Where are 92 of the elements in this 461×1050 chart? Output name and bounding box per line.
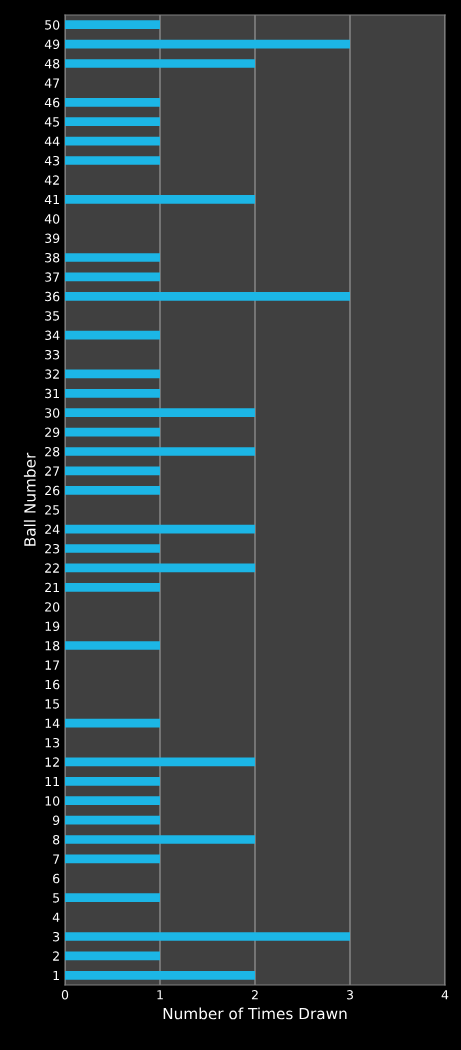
y-tick-label: 2	[53, 951, 59, 961]
y-tick-label: 31	[45, 388, 59, 399]
y-tick-label: 5	[53, 893, 60, 903]
y-tick-label: 49	[44, 39, 60, 50]
y-tick-label: 28	[45, 446, 60, 457]
bar	[65, 369, 160, 379]
y-tick-label: 27	[45, 466, 60, 476]
y-tick-label: 45	[44, 117, 60, 127]
bar	[65, 485, 160, 495]
y-tick-label: 14	[45, 718, 60, 728]
bar	[65, 427, 160, 437]
bar	[65, 563, 255, 573]
x-tick-label: 3	[346, 990, 353, 1000]
y-tick-label: 3	[53, 931, 60, 942]
y-tick-label: 37	[45, 272, 60, 282]
bar	[65, 776, 160, 786]
y-tick-label: 30	[45, 408, 60, 418]
y-tick-label: 11	[45, 776, 59, 787]
y-tick-label: 29	[45, 427, 60, 438]
bar	[65, 59, 255, 68]
y-tick-label: 18	[45, 640, 60, 651]
y-tick-label: 15	[45, 699, 60, 709]
bar	[65, 582, 160, 592]
bar	[65, 253, 160, 262]
bar	[65, 835, 255, 844]
y-tick-label: 33	[45, 349, 60, 360]
bar	[65, 97, 160, 107]
y-tick-label: 1	[53, 970, 59, 981]
x-tick-label: 1	[157, 990, 163, 1000]
bar	[65, 796, 160, 806]
y-tick-label: 38	[45, 252, 60, 263]
y-tick-label: 10	[45, 796, 60, 806]
bar	[65, 388, 160, 398]
bar	[65, 544, 160, 553]
bar	[65, 156, 160, 165]
y-tick-label: 19	[45, 621, 60, 632]
bar	[65, 932, 350, 941]
bar	[65, 408, 255, 418]
y-tick-label: 41	[44, 194, 59, 205]
y-tick-label: 8	[53, 834, 60, 845]
y-tick-label: 7	[53, 854, 60, 864]
y-tick-label: 4	[52, 912, 60, 922]
y-tick-label: 40	[44, 214, 60, 224]
y-tick-label: 23	[45, 543, 60, 554]
y-tick-label: 42	[44, 175, 59, 185]
y-tick-label: 6	[53, 873, 60, 884]
y-axis-title: Ball Number	[23, 452, 36, 546]
bar	[65, 854, 160, 864]
bar	[65, 272, 160, 282]
bar	[65, 718, 160, 728]
y-tick-label: 34	[45, 330, 60, 341]
y-tick-label: 44	[44, 136, 60, 146]
bar	[65, 117, 160, 127]
bar	[65, 815, 160, 825]
bar	[65, 447, 255, 456]
bar	[65, 951, 160, 961]
bar	[65, 893, 160, 903]
y-tick-label: 9	[52, 815, 60, 826]
bar	[65, 757, 255, 767]
y-tick-label: 16	[45, 679, 60, 690]
bar	[65, 39, 350, 49]
y-tick-label: 43	[44, 155, 60, 166]
bar	[65, 970, 255, 980]
y-tick-label: 12	[45, 757, 59, 767]
bar	[65, 641, 160, 650]
y-tick-label: 21	[45, 582, 59, 593]
y-tick-label: 48	[44, 58, 60, 69]
y-tick-label: 46	[44, 97, 60, 108]
bar	[65, 466, 160, 476]
x-tick-label: 4	[441, 990, 449, 1000]
y-tick-label: 35	[45, 311, 60, 321]
bar	[65, 524, 255, 534]
y-tick-label: 50	[45, 20, 60, 30]
y-tick-label: 22	[45, 563, 59, 573]
y-tick-label: 13	[45, 737, 60, 748]
bar	[65, 20, 160, 30]
y-tick-label: 39	[45, 233, 60, 244]
y-tick-label: 32	[45, 369, 59, 379]
y-tick-label: 26	[45, 485, 60, 496]
y-tick-label: 36	[45, 291, 60, 302]
x-tick-label: 0	[61, 990, 69, 1000]
bar	[65, 136, 160, 146]
bar	[65, 291, 350, 301]
y-tick-label: 20	[45, 602, 60, 612]
x-axis-title: Number of Times Drawn	[163, 1007, 347, 1020]
y-tick-label: 17	[45, 660, 60, 670]
x-tick-label: 2	[251, 990, 258, 1000]
y-tick-label: 47	[44, 78, 60, 88]
bar	[65, 194, 255, 204]
bar	[65, 330, 160, 340]
y-tick-label: 24	[45, 524, 60, 534]
y-tick-label: 25	[45, 505, 60, 515]
